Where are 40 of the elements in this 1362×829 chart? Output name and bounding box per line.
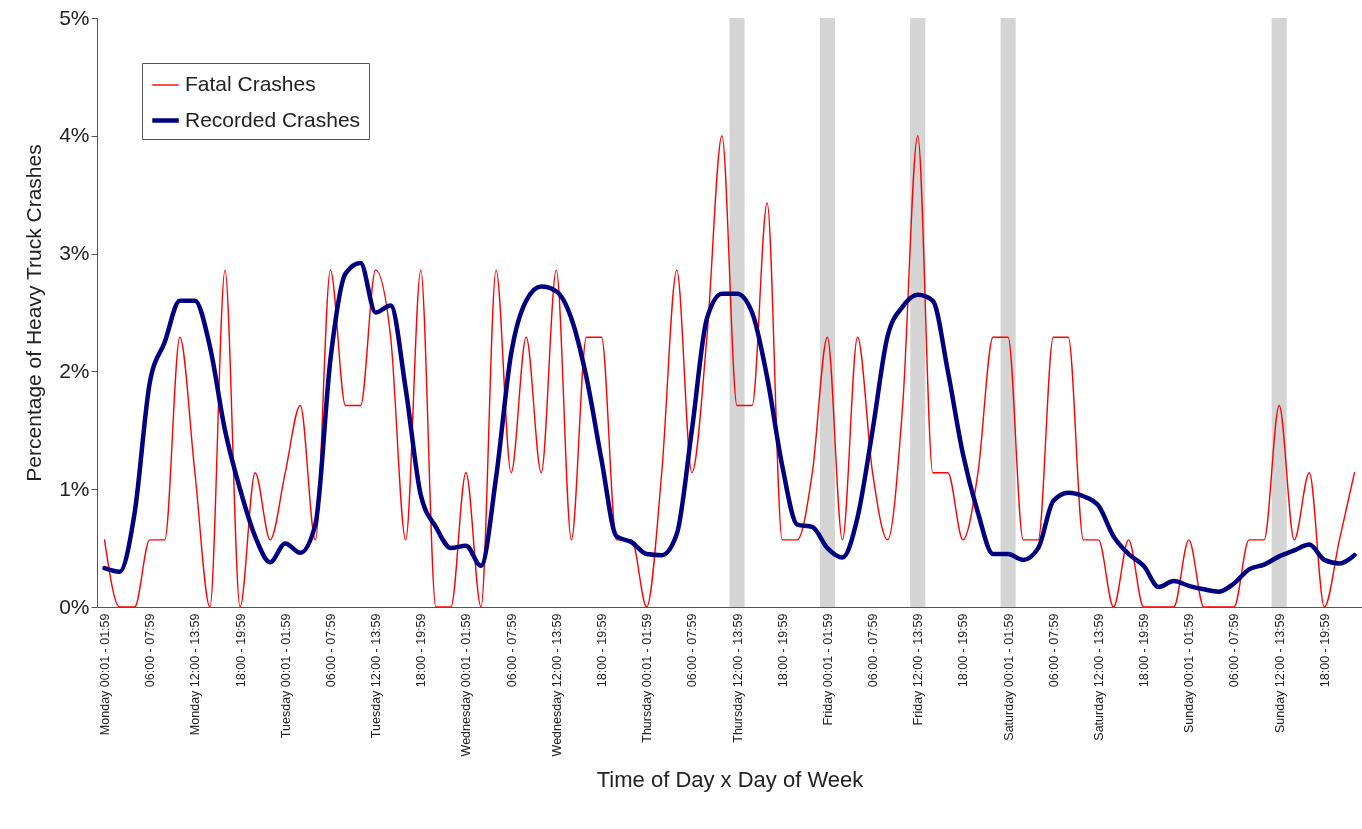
y-tick-label: 2%	[59, 358, 90, 382]
x-tick-label: 06:00 - 07:59	[143, 613, 158, 688]
y-axis-title: Percentage of Heavy Truck Crashes	[22, 144, 46, 482]
x-tick-label: Tuesday 00:01 - 01:59	[278, 613, 293, 739]
y-tick-label: 5%	[59, 5, 90, 29]
x-tick-label: 06:00 - 07:59	[866, 613, 881, 688]
x-tick-label: 18:00 - 19:59	[594, 613, 609, 688]
line-series	[103, 135, 1356, 607]
x-tick-label: 18:00 - 19:59	[414, 613, 429, 688]
y-tick-label: 1%	[59, 476, 90, 500]
x-tick-label: 18:00 - 19:59	[956, 613, 971, 688]
x-tick-label: 06:00 - 07:59	[1227, 613, 1242, 688]
x-axis-title: Time of Day x Day of Week	[596, 767, 865, 793]
y-tick-label: 4%	[59, 123, 90, 147]
x-tick-label: 18:00 - 19:59	[233, 613, 248, 688]
x-tick-label: Saturday 12:00 - 13:59	[1091, 613, 1106, 741]
x-tick-label: Tuesday 12:00 - 13:59	[369, 613, 384, 739]
x-tick-label: Friday 00:01 - 01:59	[820, 613, 835, 726]
x-tick-label: 18:00 - 19:59	[775, 613, 790, 688]
y-tick-label: 0%	[59, 594, 90, 618]
x-tick-label: 18:00 - 19:59	[1137, 613, 1152, 688]
x-tick-label: Wednesday 12:00 - 13:59	[549, 613, 564, 757]
x-tick-label: Monday 00:01 - 01:59	[98, 613, 113, 736]
x-tick-label: 06:00 - 07:59	[504, 613, 519, 688]
x-tick-label: Monday 12:00 - 13:59	[188, 613, 203, 736]
x-tick-label: 06:00 - 07:59	[1046, 613, 1061, 688]
legend-label: Fatal Crashes	[185, 72, 316, 95]
line-series	[102, 260, 1357, 594]
x-tick-label: 06:00 - 07:59	[685, 613, 700, 688]
x-tick-label: Thursday 00:01 - 01:59	[640, 613, 655, 743]
legend-label: Recorded Crashes	[185, 107, 361, 131]
x-tick-label: Friday 12:00 - 13:59	[911, 613, 926, 726]
y-tick-label: 3%	[59, 241, 90, 265]
x-tick-label: Saturday 00:01 - 01:59	[1001, 613, 1016, 741]
x-tick-label: Thursday 12:00 - 13:59	[730, 613, 745, 743]
x-tick-label: Sunday 12:00 - 13:59	[1272, 613, 1287, 734]
x-tick-label: 18:00 - 19:59	[1317, 613, 1332, 688]
x-tick-label: Wednesday 00:01 - 01:59	[459, 613, 474, 757]
x-tick-label: Sunday 00:01 - 01:59	[1182, 613, 1197, 734]
x-tick-label: 06:00 - 07:59	[323, 613, 338, 688]
